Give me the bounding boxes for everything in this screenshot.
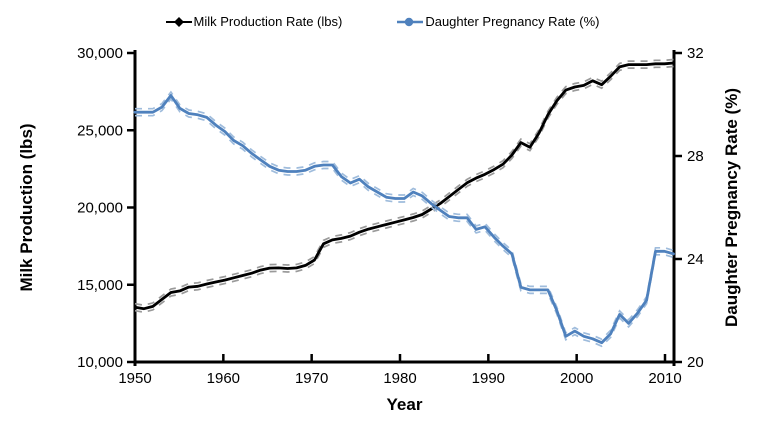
y-left-tick-label: 10,000 [77, 354, 123, 371]
milk-legend-marker-icon [165, 16, 192, 27]
legend-label-dpr: Daughter Pregnancy Rate (%) [425, 14, 600, 29]
y-axis-right-title: Daughter Pregnancy Rate (%) [722, 88, 741, 327]
legend-item-milk: Milk Production Rate (lbs) [165, 14, 343, 29]
x-tick-label: 1990 [472, 370, 505, 387]
y-left-tick-label: 15,000 [77, 277, 123, 294]
milk-production-ci-dashed-line [134, 65, 674, 314]
legend: Milk Production Rate (lbs) Daughter Preg… [0, 14, 764, 29]
x-tick-label: 2010 [648, 370, 681, 387]
x-tick-label: 1950 [118, 370, 151, 387]
legend-item-dpr: Daughter Pregnancy Rate (%) [396, 14, 599, 29]
x-tick-label: 1980 [383, 370, 416, 387]
y-left-tick-label: 30,000 [77, 45, 123, 62]
milk-production-ci-dashed-line [134, 58, 674, 307]
dpr-ci-dashed-line [135, 90, 674, 341]
y-axis-left-title: Milk Production (lbs) [17, 123, 36, 291]
dpr-line [133, 94, 675, 345]
milk-production-line [133, 61, 675, 311]
y-left-tick-label: 20,000 [77, 200, 123, 217]
dpr-ci-dashed-line [135, 97, 674, 348]
dpr-legend-marker-icon [397, 17, 424, 26]
y-right-tick-label: 20 [687, 354, 704, 371]
x-axis-title: Year [387, 395, 423, 414]
y-right-tick-label: 24 [687, 251, 704, 268]
legend-label-milk: Milk Production Rate (lbs) [193, 14, 343, 29]
y-right-tick-label: 32 [687, 45, 704, 62]
y-right-tick-label: 28 [687, 148, 704, 165]
x-tick-label: 2000 [560, 370, 593, 387]
x-tick-label: 1970 [295, 370, 328, 387]
y-left-tick-label: 25,000 [77, 122, 123, 139]
x-tick-label: 1960 [207, 370, 240, 387]
